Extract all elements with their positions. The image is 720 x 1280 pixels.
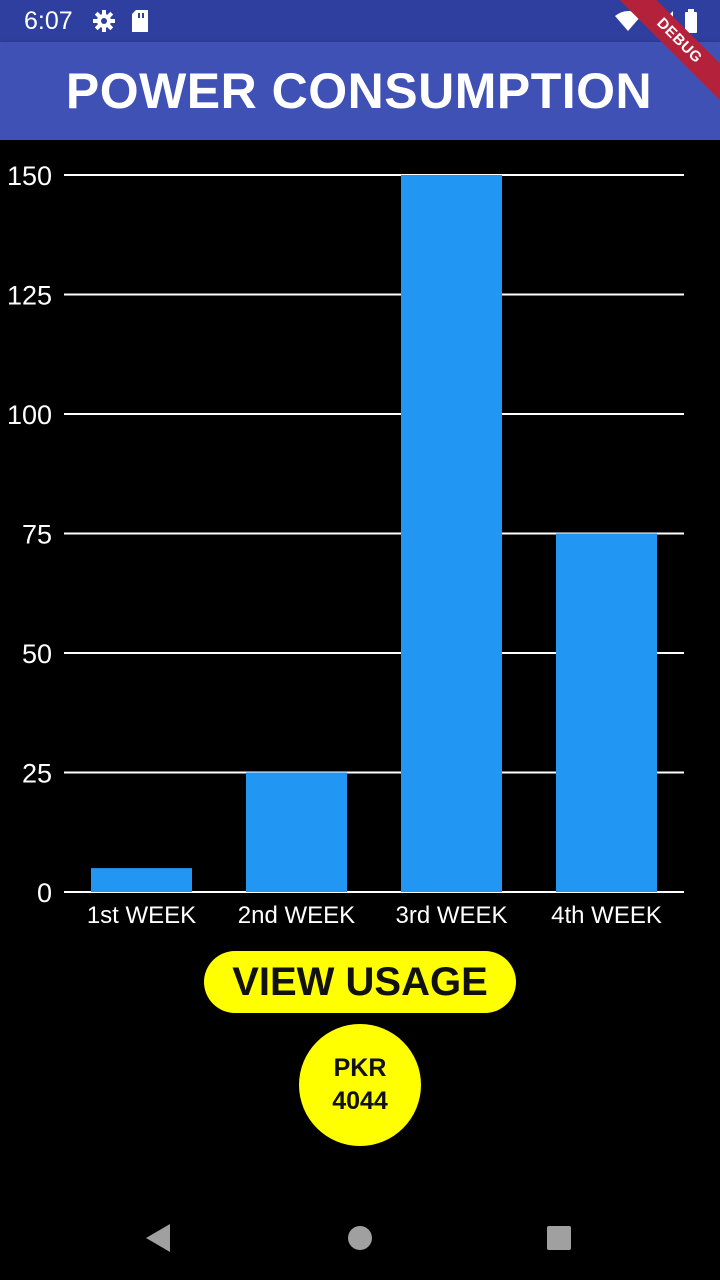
amount-currency: PKR [333,1054,387,1082]
y-tick-label: 0 [37,878,52,908]
y-tick-label: 50 [22,639,52,669]
y-tick-label: 75 [22,520,52,550]
bar [401,175,502,892]
back-button[interactable] [137,1216,181,1260]
home-icon [348,1226,372,1250]
app-bar: POWER CONSUMPTION [0,42,720,140]
page-title: POWER CONSUMPTION [65,63,653,119]
sd-card-icon [130,9,150,38]
y-tick-label: 25 [22,759,52,789]
y-tick-label: 125 [7,281,52,311]
wifi-icon [614,10,642,37]
y-tick-label: 150 [7,161,52,191]
status-time: 6:07 [24,7,73,35]
x-tick-label: 2nd WEEK [238,902,355,929]
x-tick-label: 4th WEEK [551,902,662,929]
home-button[interactable] [338,1216,382,1260]
y-tick-label: 100 [7,400,52,430]
x-tick-label: 1st WEEK [87,902,196,929]
battery-icon [684,9,698,38]
bar [246,772,347,892]
bar-chart-svg: 0 25 50 75 100 125 150 1st WEEK 2nd WEEK 3rd WEEK… [7,161,684,929]
recents-button[interactable] [537,1216,581,1260]
bar [556,533,657,892]
signal-icon [652,10,674,37]
x-tick-label: 3rd WEEK [395,902,507,929]
status-bar: 6:07 [0,0,720,42]
view-usage-button[interactable]: VIEW USAGE [204,951,516,1013]
power-consumption-chart: 0 25 50 75 100 125 150 1st WEEK 2nd WEEK 3rd WEEK… [0,140,720,940]
bar [91,868,192,892]
amount-value: 4044 [332,1087,388,1115]
gear-icon [92,9,116,38]
amount-badge[interactable]: PKR 4044 [299,1024,421,1146]
back-icon [146,1224,170,1252]
recents-icon [547,1226,571,1250]
navigation-bar [0,1196,720,1280]
